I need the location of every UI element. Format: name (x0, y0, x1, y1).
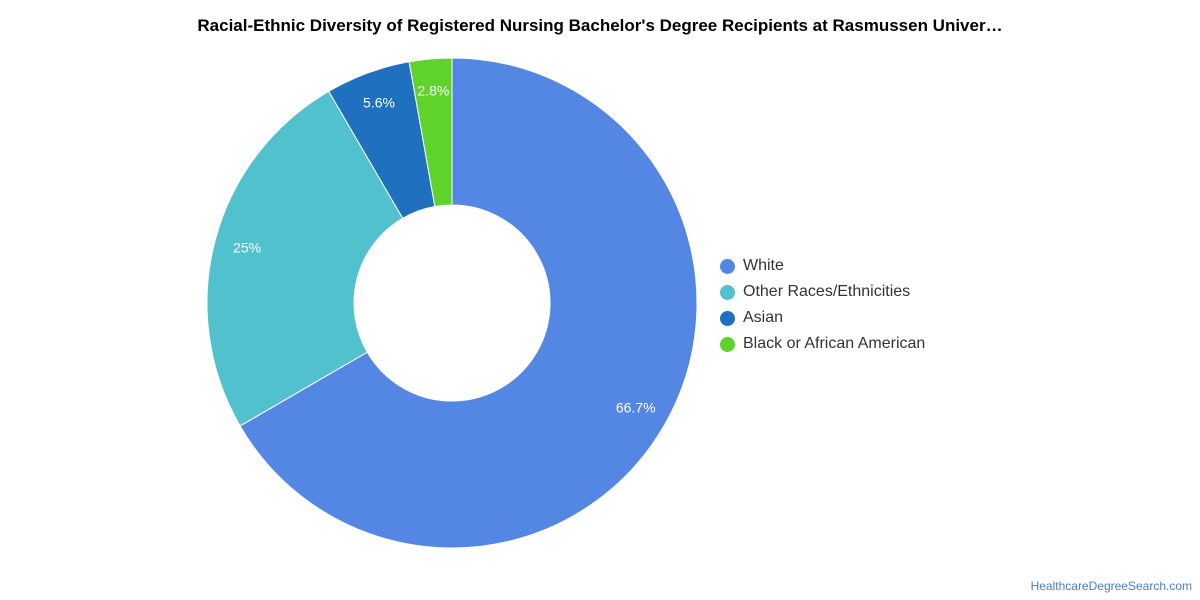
legend-item-other-races-ethnicities[interactable]: Other Races/Ethnicities (720, 279, 925, 305)
legend-label-other-races-ethnicities: Other Races/Ethnicities (743, 283, 911, 300)
legend-label-black-or-african-american: Black or African American (743, 335, 926, 352)
slice-label-asian: 5.6% (363, 95, 395, 111)
slice-black-or-african-american[interactable] (408, 57, 453, 208)
legend-label-white: White (743, 257, 784, 274)
legend-item-asian[interactable]: Asian (720, 305, 925, 331)
slice-label-other-races-ethnicities: 25% (233, 239, 261, 255)
donut-slices (206, 57, 698, 549)
legend-item-white[interactable]: White (720, 253, 925, 279)
legend-item-black-or-african-american[interactable]: Black or African American (720, 331, 925, 357)
legend-swatch-black-or-african-american (720, 336, 735, 352)
slice-white[interactable] (239, 57, 698, 549)
legend-label-asian: Asian (743, 309, 784, 326)
legend-swatch-asian (720, 310, 735, 326)
legend-swatch-other-races-ethnicities (720, 284, 735, 300)
source-watermark[interactable]: HealthcareDegreeSearch.com (1030, 579, 1192, 593)
chart-title: Racial-Ethnic Diversity of Registered Nu… (197, 16, 1003, 35)
slice-other-races-ethnicities[interactable] (206, 90, 404, 427)
legend-swatch-white (720, 258, 735, 274)
chart-legend: White Other Races/Ethnicities Asian Black o… (720, 253, 925, 357)
slice-label-white: 66.7% (616, 400, 656, 416)
slice-label-black-or-african-american: 2.8% (417, 83, 449, 99)
donut-labels: 66.7% 25% 5.6% 2.8% (233, 83, 656, 416)
